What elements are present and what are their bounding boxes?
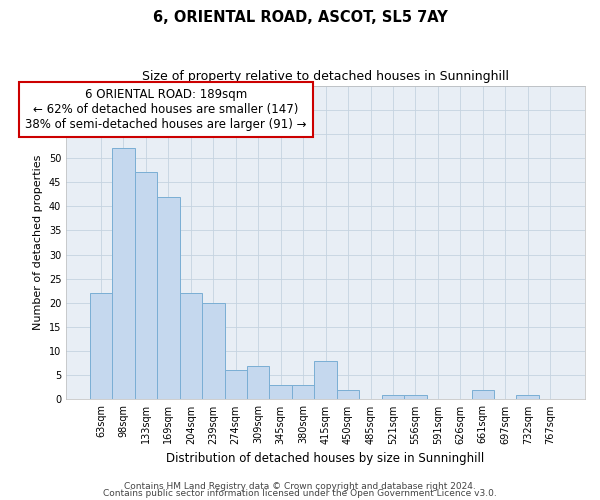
Bar (269, 385, 292, 400)
Bar (90, 293, 112, 400)
Bar (382, 394, 404, 400)
Bar (314, 361, 337, 400)
Bar (404, 394, 427, 400)
Bar (517, 394, 539, 400)
Y-axis label: Number of detached properties: Number of detached properties (33, 155, 43, 330)
Bar (292, 385, 314, 400)
Bar (472, 390, 494, 400)
X-axis label: Distribution of detached houses by size in Sunninghill: Distribution of detached houses by size … (166, 452, 485, 465)
Bar (179, 293, 202, 400)
Bar (224, 370, 247, 400)
Bar (112, 148, 134, 400)
Text: 6 ORIENTAL ROAD: 189sqm
← 62% of detached houses are smaller (147)
38% of semi-d: 6 ORIENTAL ROAD: 189sqm ← 62% of detache… (25, 88, 307, 131)
Bar (157, 196, 179, 400)
Bar (134, 172, 157, 400)
Bar (337, 390, 359, 400)
Text: 6, ORIENTAL ROAD, ASCOT, SL5 7AY: 6, ORIENTAL ROAD, ASCOT, SL5 7AY (152, 10, 448, 25)
Bar (202, 303, 224, 400)
Bar (247, 366, 269, 400)
Title: Size of property relative to detached houses in Sunninghill: Size of property relative to detached ho… (142, 70, 509, 83)
Text: Contains HM Land Registry data © Crown copyright and database right 2024.: Contains HM Land Registry data © Crown c… (124, 482, 476, 491)
Text: Contains public sector information licensed under the Open Government Licence v3: Contains public sector information licen… (103, 489, 497, 498)
